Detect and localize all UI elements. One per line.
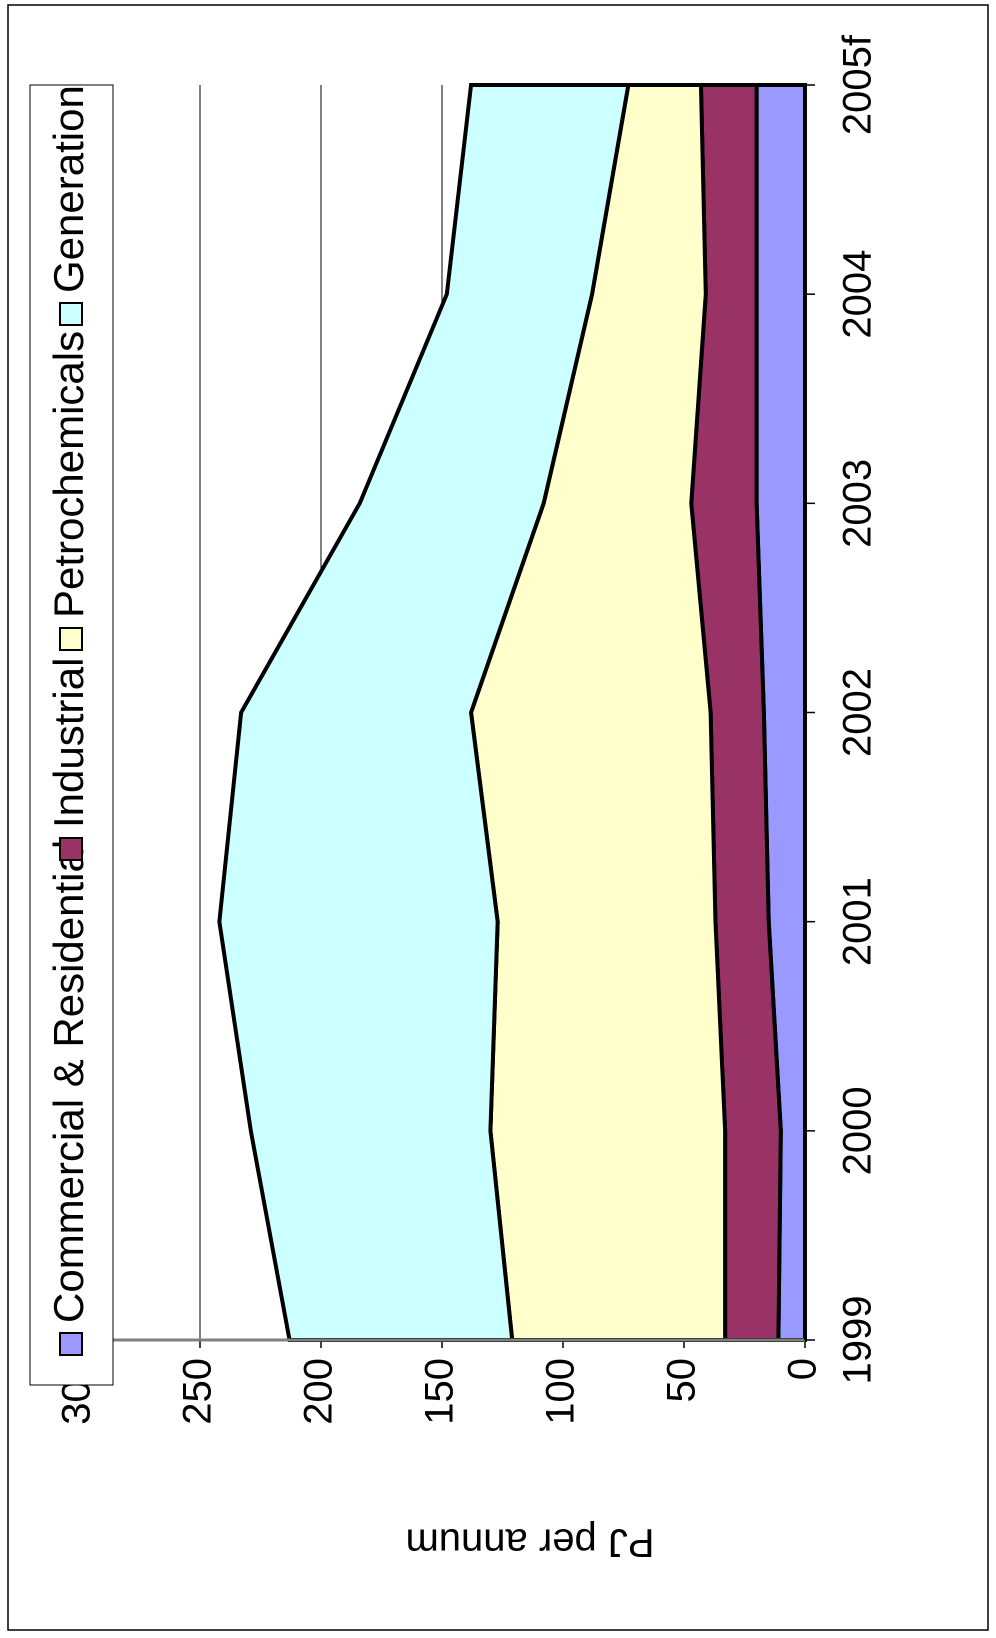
y-tick-label: 150 <box>418 1358 462 1425</box>
x-tick-label: 2003 <box>836 459 880 548</box>
y-tick-label: 250 <box>176 1358 220 1425</box>
rotated-chart: 0501001502002503001999200020012002200320… <box>29 34 880 1564</box>
area <box>217 83 631 1342</box>
x-tick-label: 2004 <box>836 250 880 339</box>
x-tick-label: 1999 <box>836 1296 880 1385</box>
x-tick-label: 2002 <box>836 668 880 757</box>
legend-label: Petrochemicals <box>45 331 92 618</box>
x-tick-label: 2005f <box>836 34 880 135</box>
y-tick-label: 200 <box>297 1358 341 1425</box>
x-tick-label: 2000 <box>836 1086 880 1175</box>
legend-swatch <box>59 1332 83 1356</box>
legend-swatch <box>59 837 83 861</box>
y-tick-label: 100 <box>539 1358 583 1425</box>
legend-box <box>29 84 114 1386</box>
legend-label: Industrial <box>45 658 92 828</box>
y-tick-label: 0 <box>781 1358 825 1380</box>
y-tick-label: 50 <box>660 1358 704 1403</box>
legend-swatch <box>59 302 83 326</box>
x-tick-label: 2001 <box>836 877 880 966</box>
legend-label: Generation <box>45 85 92 293</box>
legend-label: Commercial & Residential <box>45 840 92 1323</box>
legend-swatch <box>59 627 83 651</box>
y-axis-label: PJ per annum <box>405 1520 654 1564</box>
